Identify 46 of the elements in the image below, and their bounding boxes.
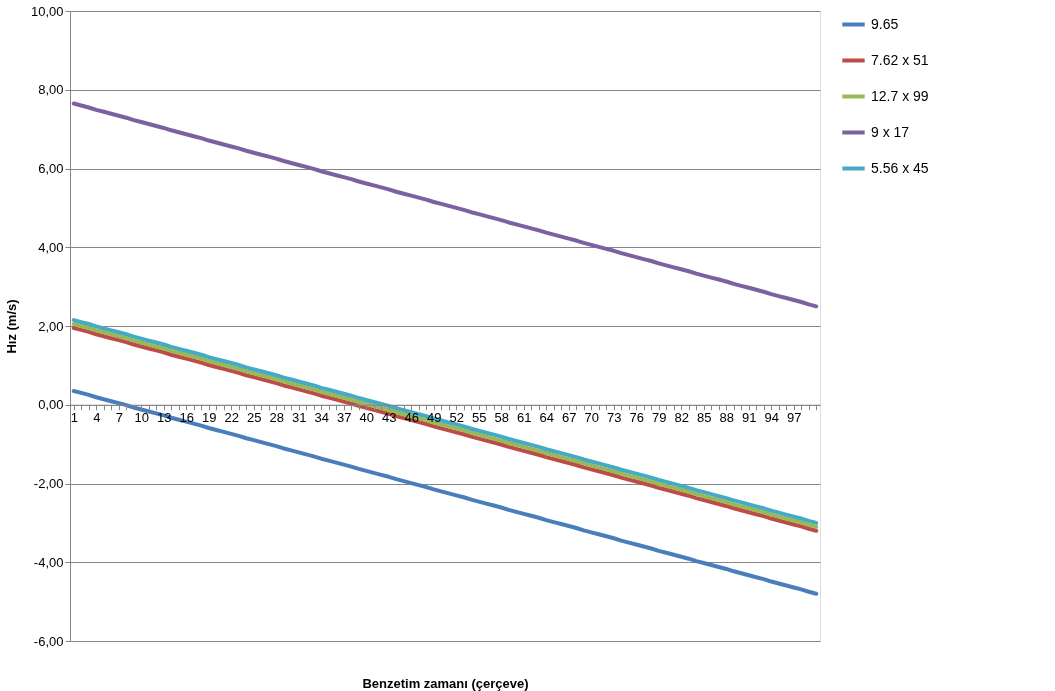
x-tick-label: 7	[115, 410, 123, 426]
y-tick-label: -2,00	[33, 476, 64, 491]
x-tick-label: 91	[742, 410, 757, 426]
x-tick-label: 22	[224, 410, 239, 426]
x-tick-label: 94	[764, 410, 779, 426]
x-tick-label: 61	[517, 410, 532, 426]
x-tick-label: 58	[494, 410, 509, 426]
x-tick-label: 19	[202, 410, 217, 426]
legend-label: 12.7 x 99	[871, 87, 929, 104]
legend-label: 9 x 17	[871, 123, 910, 140]
legend-label: 9.65	[871, 15, 899, 32]
y-tick-label: -4,00	[33, 554, 64, 570]
x-axis-title: Benzetim zamanı (çerçeve)	[362, 675, 529, 691]
x-tick-label: 76	[629, 410, 644, 426]
y-tick-label: 2,00	[38, 318, 64, 334]
x-tick-label: 28	[269, 410, 284, 426]
x-tick-label: 73	[607, 410, 622, 426]
x-tick-label: 85	[697, 410, 712, 426]
x-tick-label: 88	[719, 410, 734, 426]
x-tick-label: 70	[584, 410, 599, 426]
x-tick-label: 10	[134, 410, 149, 426]
y-tick-label: 8,00	[38, 82, 64, 98]
x-tick-label: 34	[314, 410, 329, 426]
x-tick-label: 46	[404, 410, 419, 426]
x-tick-label: 31	[292, 410, 307, 426]
x-tick-label: 79	[652, 410, 667, 426]
y-tick-label: 0,00	[38, 397, 64, 413]
x-tick-label: 1	[70, 410, 78, 426]
y-axis-title: Hız (m/s)	[3, 299, 19, 354]
y-tick-label: 10,00	[30, 3, 64, 19]
x-tick-label: 67	[562, 410, 577, 426]
legend-label: 5.56 x 45	[871, 159, 929, 176]
x-tick-label: 64	[539, 410, 554, 426]
y-tick-label: 6,00	[38, 161, 64, 176]
x-tick-label: 52	[449, 410, 464, 426]
x-tick-label: 82	[674, 410, 689, 426]
x-tick-label: 40	[359, 410, 374, 426]
x-tick-label: 25	[247, 410, 262, 426]
x-tick-label: 97	[787, 410, 802, 426]
x-tick-label: 43	[382, 410, 397, 426]
legend-label: 7.62 x 51	[871, 51, 929, 68]
x-tick-label: 37	[337, 410, 352, 426]
x-tick-label: 4	[93, 410, 101, 426]
y-tick-label: -6,00	[33, 633, 64, 649]
y-tick-label: 4,00	[38, 239, 64, 255]
x-tick-label: 55	[472, 410, 487, 426]
